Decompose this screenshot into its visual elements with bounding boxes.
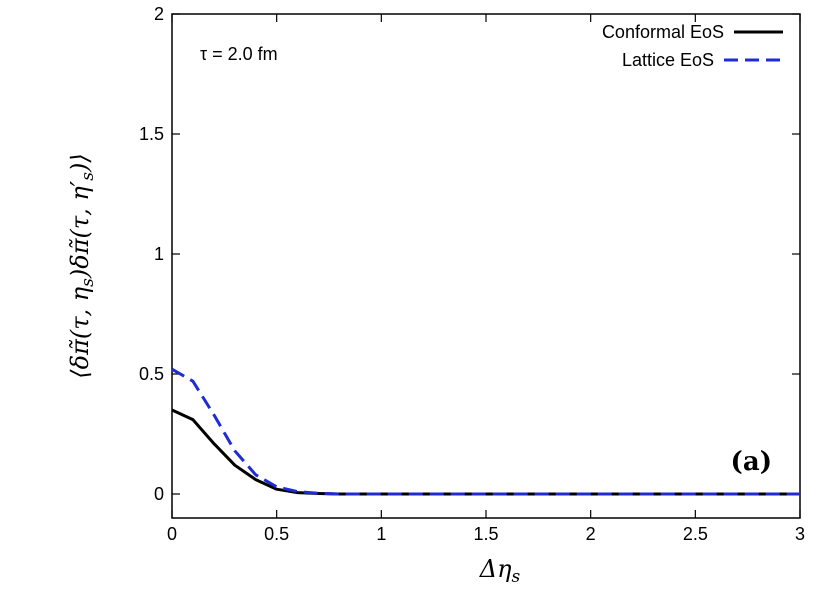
plot-area [171, 13, 801, 519]
y-tick-label: 1.5 [139, 124, 164, 144]
y-tick-label: 2 [154, 4, 164, 24]
x-axis-title: Δηs [479, 555, 521, 587]
x-tick-label: 2 [586, 524, 596, 544]
series-group [171, 367, 800, 496]
legend-label-lattice: Lattice EoS [622, 50, 714, 70]
legend-label-conformal: Conformal EoS [602, 22, 724, 42]
x-tick-label: 0.5 [264, 524, 289, 544]
x-tick-label: 1.5 [473, 524, 498, 544]
x-tick-label: 2.5 [683, 524, 708, 544]
series-line-lattice-eos [171, 367, 800, 496]
legend: Conformal EoS Lattice EoS [602, 22, 783, 70]
annotation-tau: τ = 2.0 fm [200, 44, 278, 64]
y-axis-title: ⟨δπ̃(τ, ηs)δπ̃(τ, η′s)⟩ [66, 153, 98, 378]
axis-ticks: 0 0.5 1 1.5 2 2.5 3 0 0.5 1 1.5 2 [139, 4, 805, 544]
x-tick-label: 1 [376, 524, 386, 544]
panel-label: (a) [731, 447, 772, 477]
y-tick-label: 0 [154, 484, 164, 504]
x-tick-label: 3 [795, 524, 805, 544]
y-tick-label: 1 [154, 244, 164, 264]
x-tick-label: 0 [167, 524, 177, 544]
y-tick-label: 0.5 [139, 364, 164, 384]
svg-text:⟨δπ̃(τ, ηs)δπ̃(τ, η′s)⟩: ⟨δπ̃(τ, ηs)δπ̃(τ, η′s)⟩ [66, 153, 98, 378]
